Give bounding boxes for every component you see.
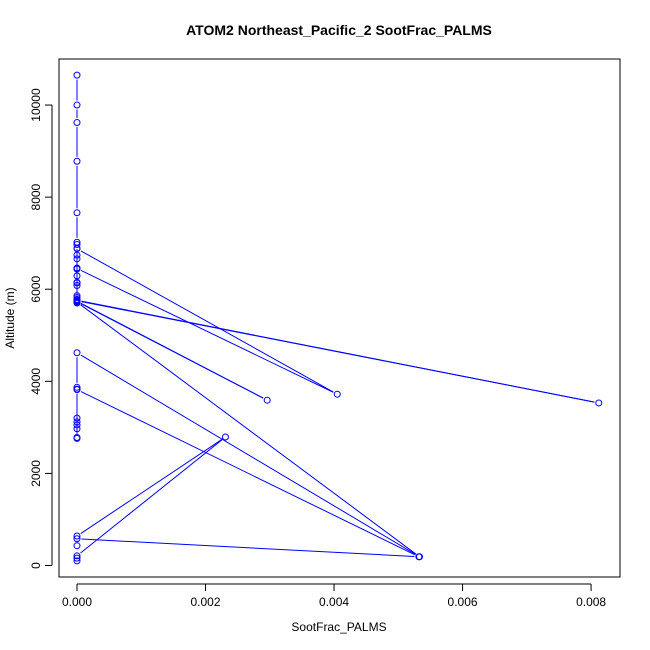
data-point (263, 396, 271, 404)
series-segment (80, 354, 416, 555)
series-points (73, 71, 603, 565)
data-point (73, 245, 81, 253)
series-segment (80, 439, 223, 554)
data-point (73, 418, 81, 426)
data-point (73, 119, 81, 127)
data-point (73, 552, 81, 560)
data-point (73, 241, 81, 249)
data-point (73, 557, 81, 565)
y-tick-label: 6000 (29, 276, 43, 303)
x-tick-label: 0.008 (576, 595, 606, 609)
series-segment (80, 250, 334, 393)
data-point (73, 421, 81, 429)
x-axis: 0.000 0.002 0.004 0.006 0.008 (62, 583, 606, 609)
plot-frame (58, 58, 621, 578)
data-point (73, 414, 81, 422)
data-point (73, 386, 81, 394)
data-point (595, 399, 603, 407)
series-segment (80, 270, 334, 393)
data-point (73, 554, 81, 562)
data-point (73, 532, 81, 540)
data-point (415, 553, 423, 561)
data-point (73, 282, 81, 290)
series-segment (80, 303, 264, 399)
data-point (73, 279, 81, 287)
data-point (73, 542, 81, 550)
data-point (73, 349, 81, 357)
data-point (73, 101, 81, 109)
y-tick-label: 4000 (29, 368, 43, 395)
x-tick-label: 0.000 (62, 595, 92, 609)
x-axis-label: SootFrac_PALMS (291, 620, 386, 634)
chart-title: ATOM2 Northeast_Pacific_2 SootFrac_PALMS (186, 22, 492, 38)
data-point (333, 390, 341, 398)
y-axis: 0 2000 4000 6000 8000 10000 (29, 88, 53, 569)
data-point (73, 209, 81, 217)
data-point (73, 383, 81, 391)
x-tick-label: 0.006 (448, 595, 478, 609)
y-tick-label: 10000 (29, 88, 43, 122)
series-line (76, 79, 595, 558)
data-point (73, 157, 81, 165)
data-point (73, 434, 81, 442)
y-tick-label: 2000 (29, 460, 43, 487)
data-point (73, 535, 81, 543)
data-point (221, 433, 229, 441)
y-axis-label: Altitude (m) (3, 287, 17, 348)
x-tick-label: 0.004 (319, 595, 349, 609)
data-point (73, 255, 81, 263)
series-segment (81, 300, 595, 403)
series-segment (80, 439, 222, 534)
y-tick-label: 8000 (29, 183, 43, 210)
series-segment (81, 538, 415, 558)
x-tick-label: 0.002 (190, 595, 220, 609)
y-tick-label: 0 (29, 562, 43, 569)
data-point (73, 71, 81, 79)
data-point (73, 425, 81, 433)
series-segment (80, 391, 416, 556)
data-point (73, 298, 81, 306)
series-segment (80, 304, 417, 555)
data-point (73, 265, 81, 273)
